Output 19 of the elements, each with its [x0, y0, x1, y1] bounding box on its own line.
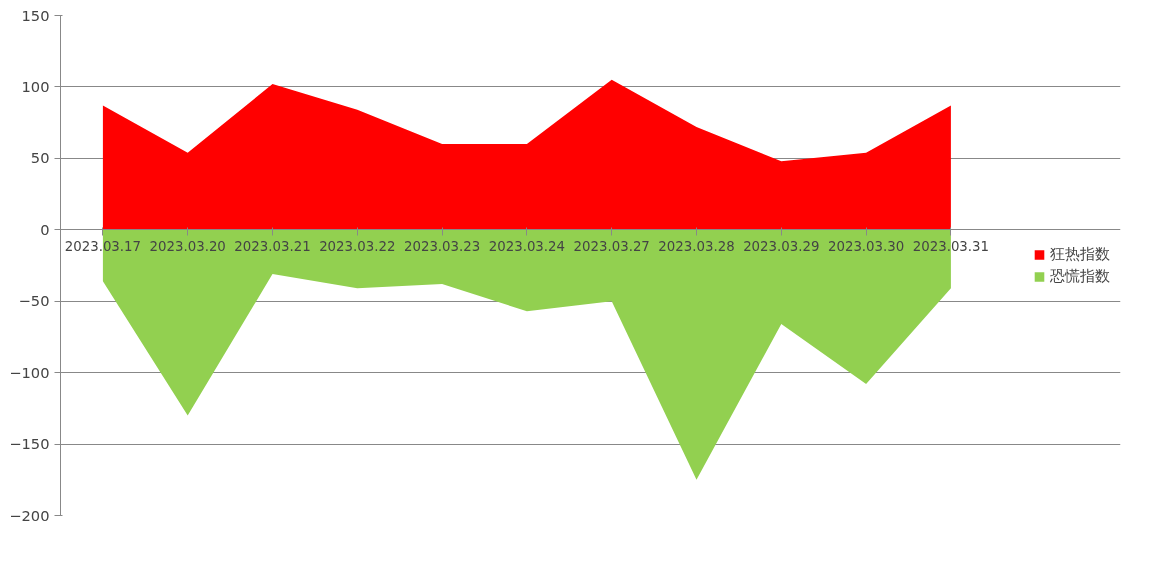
x-tick-label: 2023.03.21: [234, 238, 311, 254]
y-tick-label: 0: [40, 220, 50, 238]
x-tick-label: 2023.03.29: [743, 238, 820, 254]
x-tick-label: 2023.03.22: [319, 238, 396, 254]
legend-label: 狂热指数: [1050, 244, 1110, 264]
x-tick-label: 2023.03.23: [403, 238, 481, 254]
x-tick-label: 2023.03.24: [488, 238, 566, 254]
y-tick-label: −200: [9, 506, 50, 524]
x-tick-label: 2023.03.27: [573, 238, 650, 254]
x-tick-label: 2023.03.20: [149, 238, 226, 254]
x-tick-label: 2023.03.30: [827, 238, 905, 254]
y-tick-label: −50: [18, 292, 50, 310]
legend-label: 恐慌指数: [1050, 266, 1110, 286]
y-tick-label: 50: [30, 149, 50, 167]
y-tick-label: −150: [9, 435, 50, 453]
x-tick-label: 2023.03.28: [658, 238, 735, 254]
y-tick-label: 100: [21, 77, 50, 95]
y-tick-label: 150: [21, 6, 50, 24]
y-tick-label: −100: [9, 363, 50, 381]
